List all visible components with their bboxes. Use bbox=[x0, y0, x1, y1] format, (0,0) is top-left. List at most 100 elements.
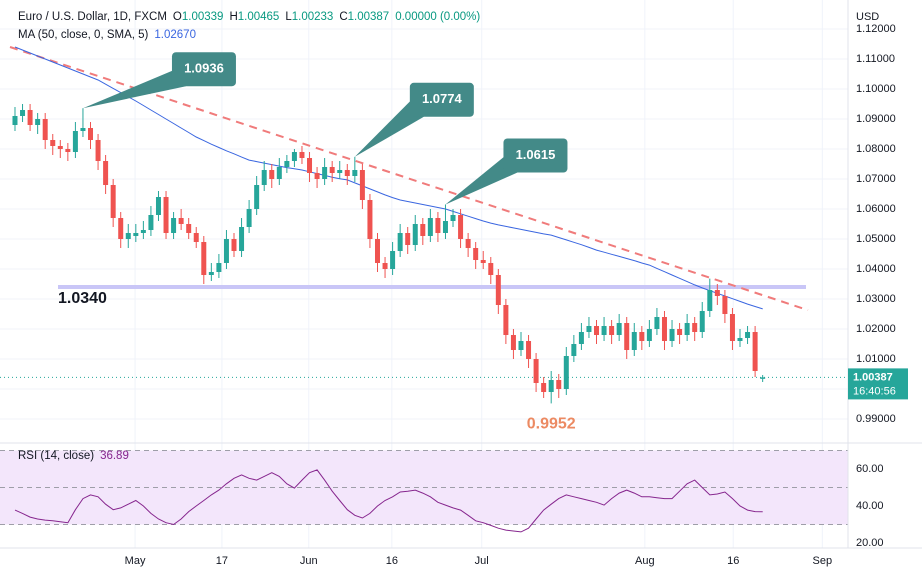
candle-body bbox=[314, 173, 320, 179]
callout-box bbox=[409, 82, 474, 117]
candle-body bbox=[465, 239, 471, 248]
quote-key: L bbox=[285, 11, 292, 23]
candle-body bbox=[563, 356, 569, 389]
candle-body bbox=[148, 215, 154, 230]
candle-body bbox=[624, 323, 630, 350]
candle-body bbox=[337, 170, 343, 173]
y-tick-label: 1.04000 bbox=[856, 263, 896, 275]
candle-body bbox=[133, 233, 139, 236]
candle-body bbox=[216, 263, 222, 272]
callout-label: 1.0936 bbox=[184, 61, 224, 76]
quote-value: 1.00387 bbox=[348, 11, 390, 23]
candle-body bbox=[510, 335, 516, 350]
candle-body bbox=[722, 296, 728, 314]
callout-pointer bbox=[445, 157, 518, 205]
candle-body bbox=[669, 329, 675, 341]
low-label: 0.9952 bbox=[527, 416, 576, 433]
candle-body bbox=[677, 329, 683, 335]
candle-body bbox=[548, 380, 554, 392]
candle-body bbox=[752, 332, 758, 371]
candle-body bbox=[495, 275, 501, 305]
candle-body bbox=[186, 224, 192, 233]
y-tick-label: 1.11000 bbox=[856, 53, 895, 65]
candle-body bbox=[427, 218, 433, 236]
y-tick-label: 1.09000 bbox=[856, 113, 896, 125]
candle-body bbox=[359, 170, 365, 200]
rsi-line bbox=[14, 469, 763, 533]
candle-body bbox=[57, 146, 63, 149]
candle-body bbox=[646, 329, 652, 341]
candle-body bbox=[601, 326, 607, 335]
candle-body bbox=[714, 290, 720, 296]
candle-body bbox=[571, 344, 577, 356]
x-tick-label: Aug bbox=[635, 555, 655, 567]
candle-body bbox=[208, 272, 214, 275]
candle-body bbox=[518, 341, 524, 350]
candle-body bbox=[382, 263, 388, 269]
candle-body bbox=[20, 110, 26, 116]
candle-body bbox=[405, 233, 411, 245]
x-tick-label: May bbox=[125, 555, 146, 567]
candle-body bbox=[284, 161, 290, 167]
price-tag bbox=[848, 368, 908, 400]
support-line bbox=[58, 285, 806, 289]
x-tick-label: Sep bbox=[813, 555, 833, 567]
candle-body bbox=[163, 197, 169, 233]
y-tick-label: 1.02000 bbox=[856, 323, 896, 335]
candle-body bbox=[42, 119, 48, 140]
callout-pointer bbox=[354, 101, 424, 157]
candle-body bbox=[450, 215, 456, 221]
candle-body bbox=[103, 161, 109, 185]
legend-line: Euro / U.S. Dollar, 1D, FXCM O1.00339 H1.0… bbox=[18, 11, 480, 23]
candle-body bbox=[397, 233, 403, 251]
callout-box bbox=[503, 138, 568, 173]
price-panel: 1.0340 1.0936 1.0774 1.0615 0.9952 bbox=[0, 46, 848, 433]
callout-pointer bbox=[82, 70, 186, 109]
candle-body bbox=[291, 152, 297, 161]
rsi-value: 36.89 bbox=[100, 450, 129, 462]
rsi-tick-label: 20.00 bbox=[856, 537, 884, 549]
y-tick-label: 1.07000 bbox=[856, 173, 896, 185]
candle-body bbox=[193, 233, 199, 242]
ma-name: MA (50, close, 0, SMA, 5) bbox=[18, 29, 149, 41]
candle-body bbox=[27, 110, 33, 125]
candle-body bbox=[616, 323, 622, 335]
candle-body bbox=[261, 170, 267, 185]
candle-body bbox=[435, 218, 441, 233]
quote-key: O bbox=[173, 11, 182, 23]
candle-body bbox=[594, 326, 600, 335]
support-label: 1.0340 bbox=[58, 290, 107, 307]
candle-body bbox=[178, 218, 184, 224]
callout-label: 1.0774 bbox=[422, 91, 463, 106]
candle-body bbox=[125, 233, 131, 239]
symbol-title: Euro / U.S. Dollar, 1D, FXCM bbox=[18, 11, 167, 23]
candle-body bbox=[442, 221, 448, 233]
candle-body bbox=[503, 305, 509, 335]
price-tag-value: 1.00387 bbox=[853, 371, 893, 383]
y-tick-label: 1.03000 bbox=[856, 293, 896, 305]
callout-box bbox=[171, 52, 236, 87]
quote-key: C bbox=[339, 11, 347, 23]
rsi-name: RSI (14, close) bbox=[18, 450, 94, 462]
candle-body bbox=[374, 239, 380, 263]
price-tag-time: 16:40:56 bbox=[853, 385, 896, 397]
candle-body bbox=[699, 311, 705, 332]
candle-body bbox=[578, 332, 584, 344]
quote-value: 1.00233 bbox=[292, 11, 334, 23]
candle-body bbox=[586, 326, 592, 332]
candle-body bbox=[760, 377, 766, 379]
y-tick-label: 1.05000 bbox=[856, 233, 896, 245]
candle-body bbox=[239, 227, 245, 251]
candle-body bbox=[80, 128, 86, 131]
candle-body bbox=[609, 326, 615, 335]
x-tick-label: 16 bbox=[386, 555, 398, 567]
candle-body bbox=[50, 140, 56, 146]
x-tick-label: 16 bbox=[727, 555, 739, 567]
rsi-tick-label: 60.00 bbox=[856, 463, 884, 475]
ma-value: 1.02670 bbox=[154, 29, 196, 41]
candle-body bbox=[390, 251, 396, 269]
candle-body bbox=[729, 314, 735, 341]
candle-body bbox=[745, 332, 751, 338]
